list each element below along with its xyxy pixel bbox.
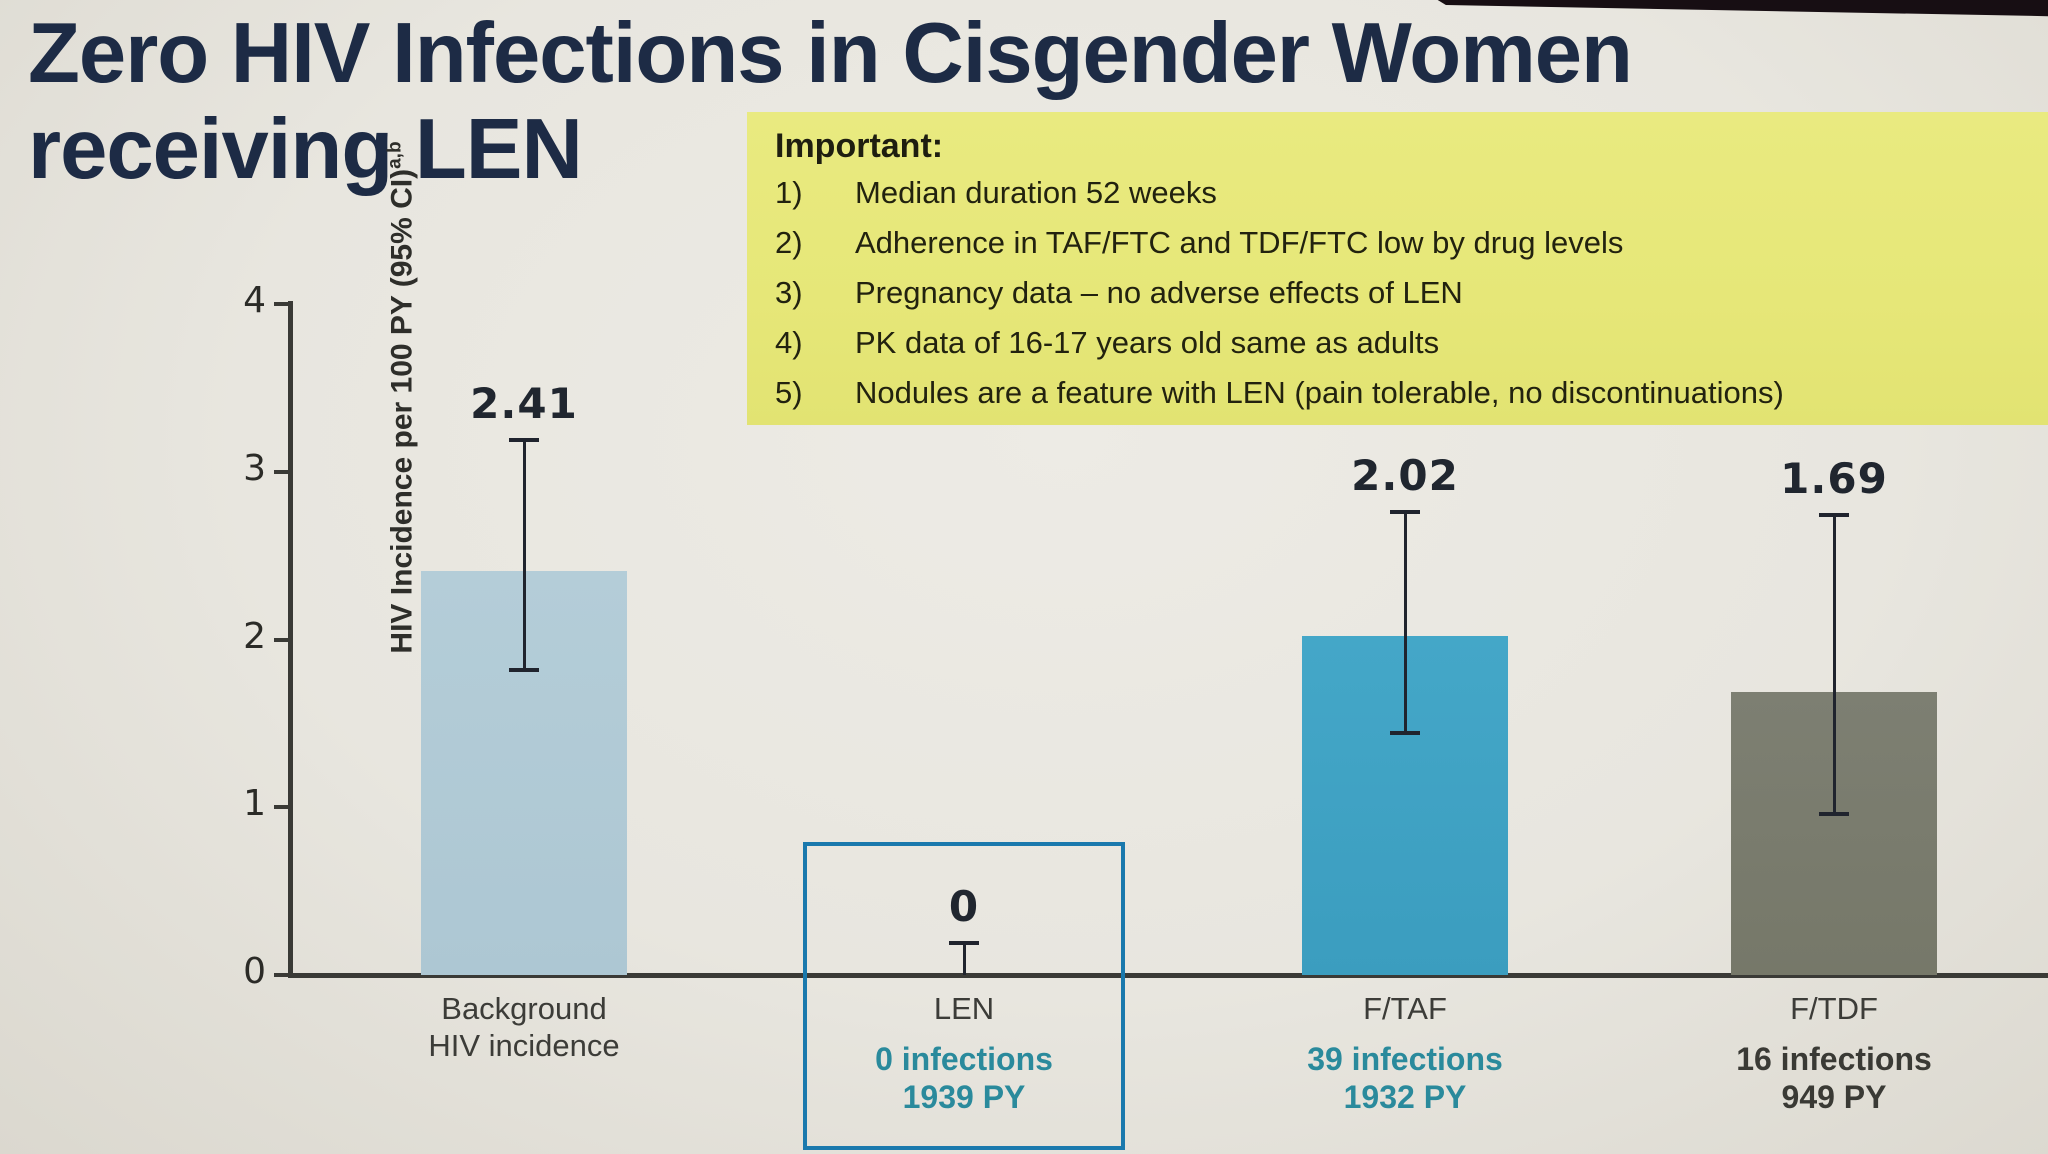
error-bar-cap-top-background xyxy=(509,437,539,442)
sublabel-line: 16 infections xyxy=(1736,1041,1932,1077)
y-axis-line xyxy=(288,301,293,977)
category-label-ftdf: F/TDF xyxy=(1664,990,2004,1027)
important-item-number: 1) xyxy=(775,175,803,210)
y-tick-label-1: 1 xyxy=(243,783,266,825)
category-label-line: LEN xyxy=(933,991,995,1026)
error-bar-cap-top-ftdf xyxy=(1819,513,1849,518)
slide-title-line1: Zero HIV Infections in Cisgender Women xyxy=(28,6,1633,101)
category-label-ftaf: F/TAF xyxy=(1235,990,1575,1027)
important-item-text: Median duration 52 weeks xyxy=(855,175,1217,210)
sublabel-ftdf: 16 infections 949 PY xyxy=(1664,1040,2004,1116)
error-bar-cap-bottom-background xyxy=(509,667,539,672)
len-highlight-box xyxy=(803,842,1125,1150)
y-tick-label-3: 3 xyxy=(243,447,266,489)
important-item-2: 2) Adherence in TAF/FTC and TDF/FTC low b… xyxy=(775,218,2048,268)
y-tick-mark-4 xyxy=(274,302,290,306)
sublabel-line: 0 infections xyxy=(875,1041,1053,1077)
important-note-box: Important: 1) Median duration 52 weeks 2) A… xyxy=(747,112,2048,425)
error-bar-line-len xyxy=(962,943,966,975)
important-list: 1) Median duration 52 weeks 2) Adherence in… xyxy=(775,168,2048,418)
error-bar-cap-top-len xyxy=(949,941,979,946)
sublabel-line: 39 infections xyxy=(1307,1041,1503,1077)
important-item-number: 3) xyxy=(775,275,803,310)
category-label-len: LEN xyxy=(794,990,1134,1027)
value-label-ftaf: 2.02 xyxy=(1351,451,1459,500)
category-label-line: F/TDF xyxy=(1790,991,1878,1026)
value-label-len: 0 xyxy=(948,882,980,932)
sublabel-line: 949 PY xyxy=(1781,1079,1887,1115)
important-heading: Important: xyxy=(775,127,944,165)
category-label-line: F/TAF xyxy=(1363,991,1447,1026)
value-label-background: 2.41 xyxy=(470,378,578,428)
error-bar-cap-bottom-ftdf xyxy=(1819,811,1849,816)
y-tick-mark-2 xyxy=(274,637,290,642)
important-item-text: Adherence in TAF/FTC and TDF/FTC low by … xyxy=(855,225,1624,260)
important-item-5: 5) Nodules are a feature with LEN (pain t… xyxy=(775,368,2048,418)
important-item-text: Pregnancy data – no adverse effects of L… xyxy=(855,275,1463,310)
y-tick-mark-3 xyxy=(274,469,290,474)
error-bar-cap-bottom-ftaf xyxy=(1390,731,1420,736)
slide-title-line2: receiving LEN xyxy=(28,102,583,197)
important-item-number: 2) xyxy=(775,225,803,260)
error-bar-line-background xyxy=(522,439,526,670)
important-item-text: Nodules are a feature with LEN (pain tol… xyxy=(855,375,1784,410)
important-item-3: 3) Pregnancy data – no adverse effects of… xyxy=(775,268,2048,318)
y-tick-label-2: 2 xyxy=(243,615,266,657)
y-axis-label-superscript: a,b xyxy=(384,141,406,169)
important-item-4: 4) PK data of 16-17 years old same as adu… xyxy=(775,318,2048,368)
y-tick-mark-1 xyxy=(274,805,290,810)
value-label-ftdf: 1.69 xyxy=(1780,454,1888,504)
important-item-number: 4) xyxy=(775,325,803,360)
error-bar-cap-top-ftaf xyxy=(1390,510,1420,514)
y-tick-mark-0 xyxy=(274,973,290,977)
x-axis-line xyxy=(288,973,2048,978)
slide-title: Zero HIV Infections in Cisgender Women r… xyxy=(28,6,1848,198)
category-label-line: Background xyxy=(441,991,607,1026)
category-label-line: HIV incidence xyxy=(428,1028,620,1063)
important-item-text: PK data of 16-17 years old same as adult… xyxy=(855,325,1440,360)
error-bar-line-ftdf xyxy=(1832,515,1836,814)
sublabel-ftaf: 39 infections 1932 PY xyxy=(1235,1040,1575,1116)
sublabel-len: 0 infections 1939 PY xyxy=(794,1040,1134,1116)
sublabel-line: 1932 PY xyxy=(1343,1079,1467,1115)
y-tick-label-0: 0 xyxy=(243,951,266,992)
sublabel-line: 1939 PY xyxy=(902,1079,1026,1115)
category-label-background: Background HIV incidence xyxy=(354,990,694,1064)
important-item-number: 5) xyxy=(775,375,803,410)
error-bar-line-ftaf xyxy=(1403,512,1407,734)
important-item-1: 1) Median duration 52 weeks xyxy=(775,168,2048,218)
y-tick-label-4: 4 xyxy=(243,280,266,321)
